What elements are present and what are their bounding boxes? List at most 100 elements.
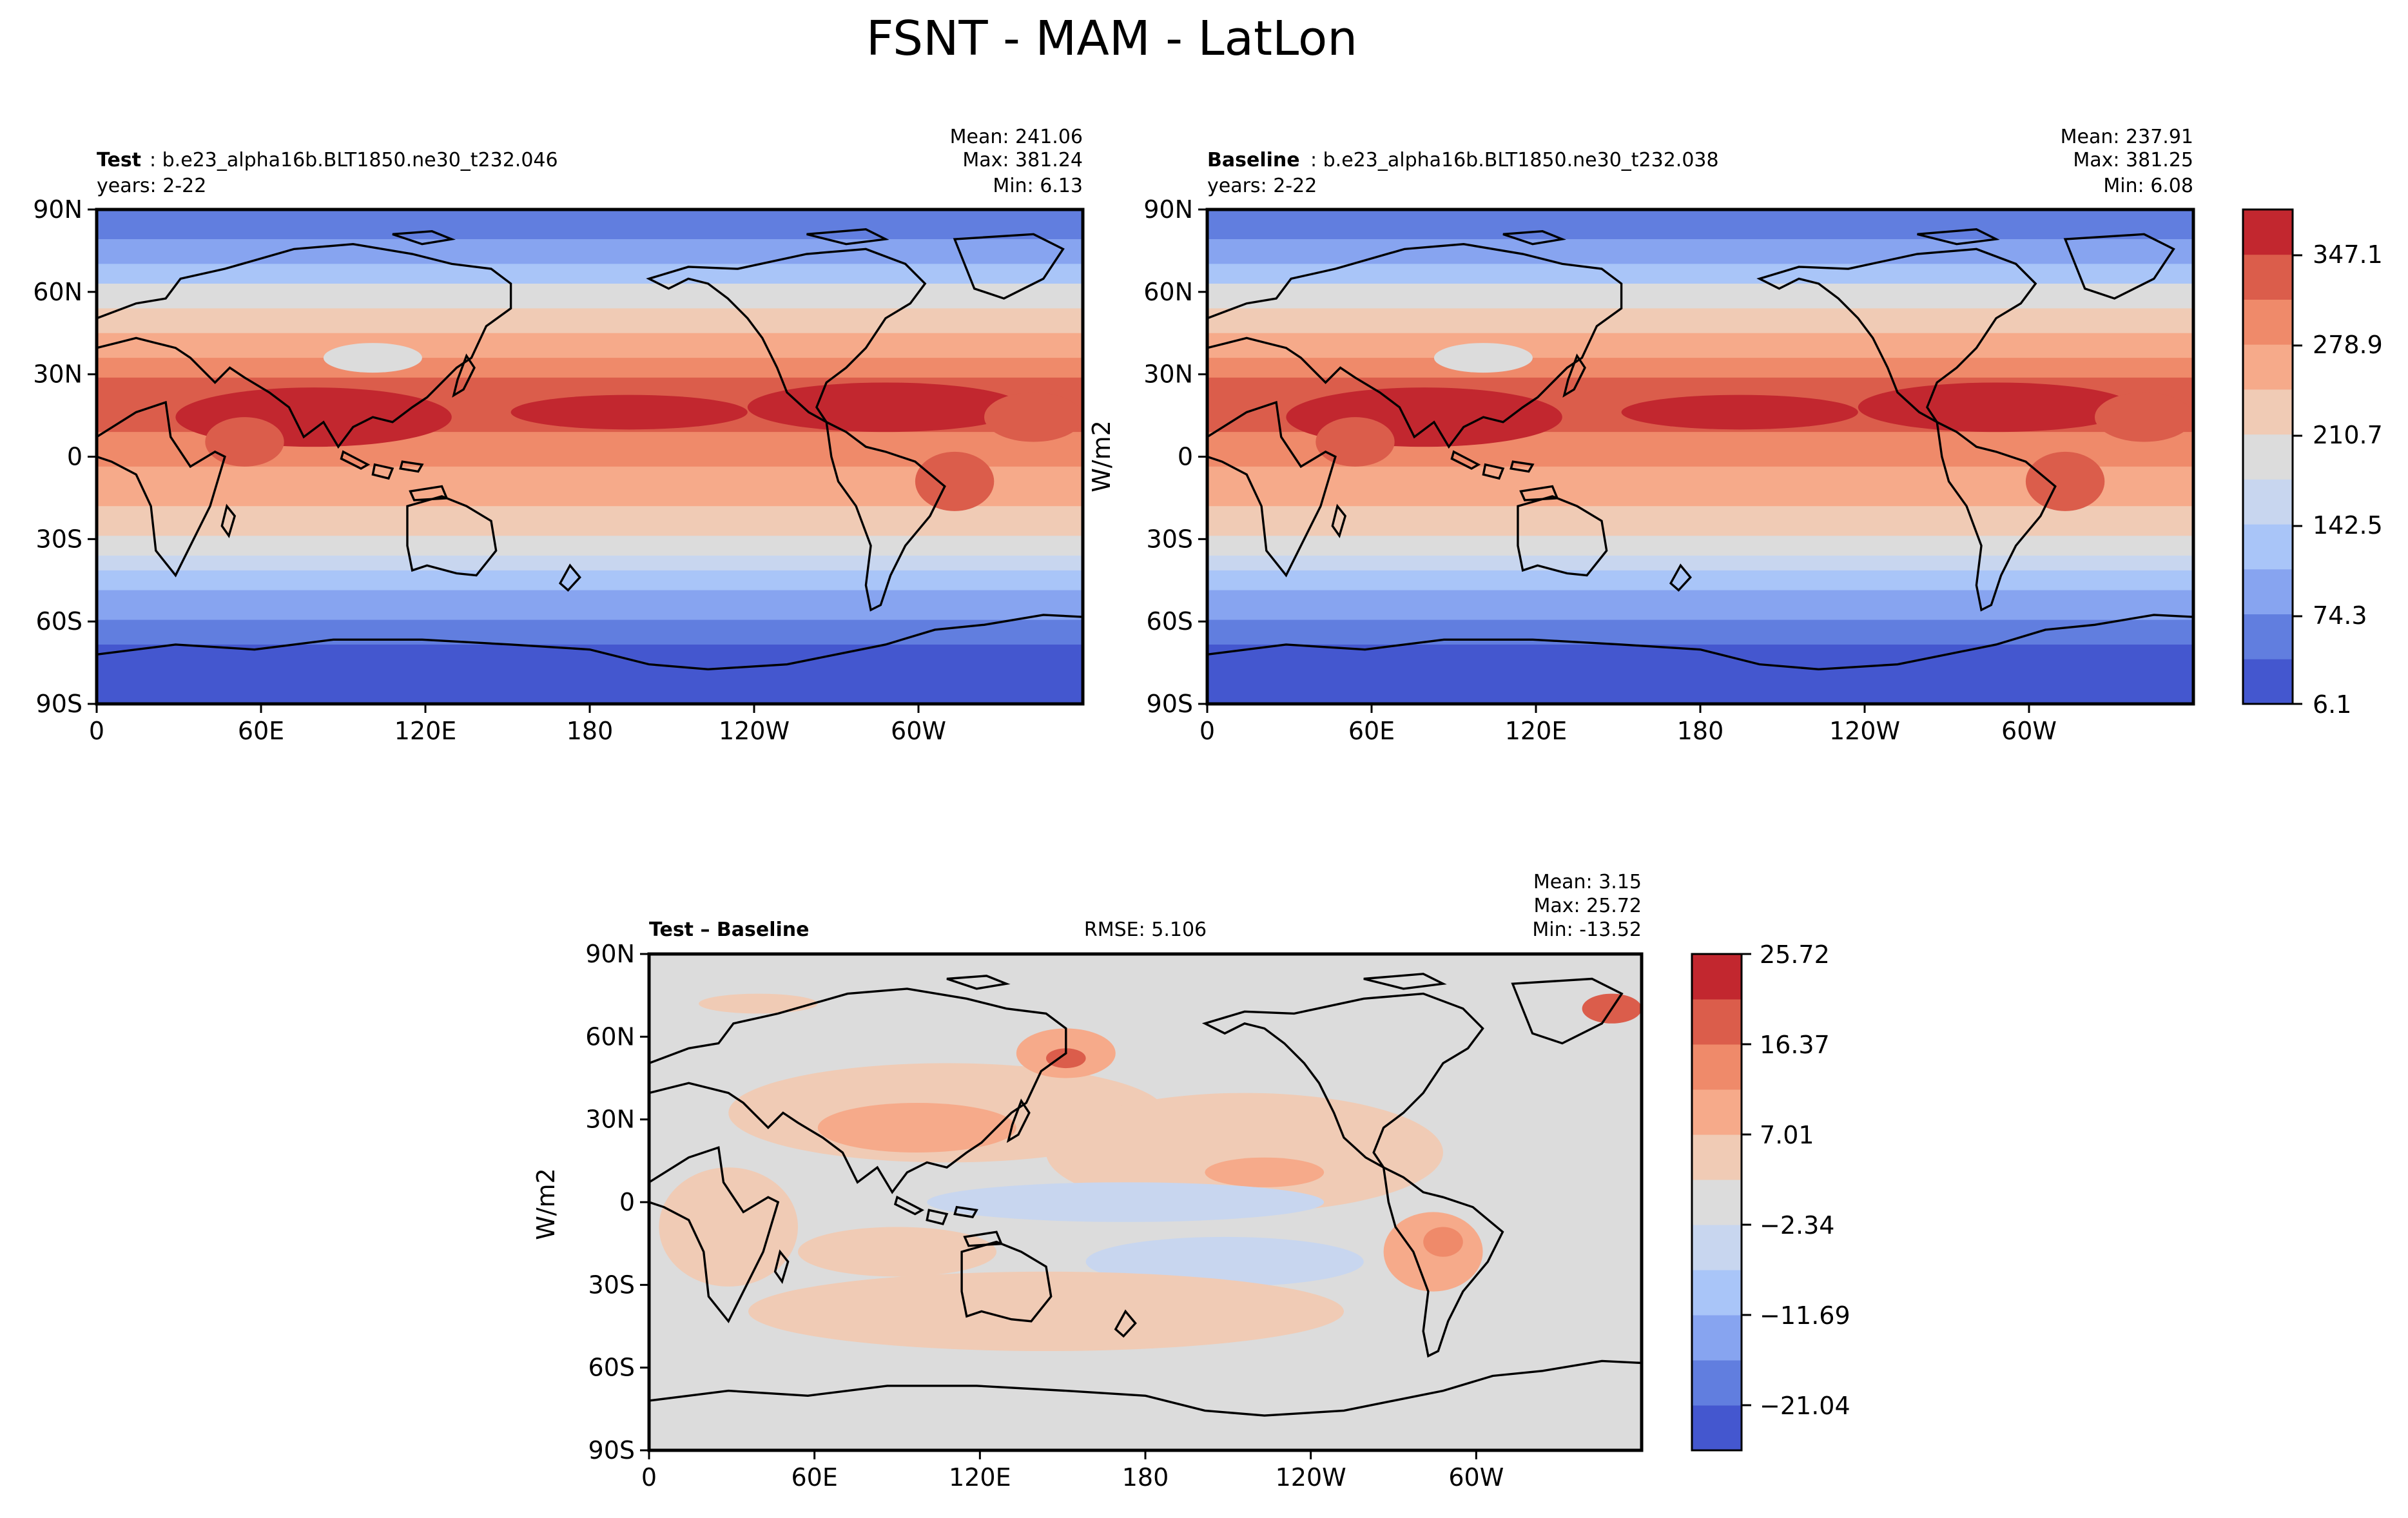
contour-blob [1205,1157,1325,1187]
lon-tick-label: 60W [1448,1463,1504,1492]
lat-tick-label: 60S [1147,607,1193,636]
lon-tick-label: 180 [1122,1463,1169,1492]
colorbar-swatch [2243,299,2293,345]
diff-colorbar-tick-1: 25.72 [1760,940,1830,969]
lat-tick-label: 0 [67,443,83,471]
lon-tick-label: 120W [1276,1463,1346,1492]
contour-band [97,619,1083,645]
lat-tick-label: 60S [36,607,83,636]
colorbar-swatch [2243,524,2293,570]
lon-tick-label: 120W [1829,717,1900,745]
contour-band [97,284,1083,309]
lon-tick-label: 0 [89,717,104,745]
diff-colorbar-tick-2: 16.37 [1760,1031,1830,1059]
diff-map [649,954,1642,1450]
lat-tick-label: 0 [1178,443,1193,471]
contour-band [1207,590,2193,621]
lon-tick-label: 60E [791,1463,837,1492]
test-max: Max: 381.24 [962,149,1083,171]
contour-band [97,209,1083,240]
diff-colorbar-tick-5: −11.69 [1760,1301,1850,1330]
colorbar-swatch [1692,1089,1742,1135]
lat-tick-label: 90N [33,195,83,224]
diff-label: Test – Baseline [649,919,810,941]
contour-blob [984,392,1083,442]
lat-tick-label: 90N [1143,195,1193,224]
diff-lat-ticks: 90N 60N 30N 0 30S 60S 90S [585,940,649,1464]
baseline-contour-bands [1207,209,2193,704]
colorbar-swatch [2243,479,2293,525]
baseline-mean: Mean: 237.91 [2061,126,2193,148]
contour-blob [817,1103,1016,1153]
contour-blob [1423,1227,1463,1257]
baseline-label: Baseline [1207,149,1300,171]
contour-band [1207,284,2193,309]
diff-colorbar-tick-4: −2.34 [1760,1211,1834,1240]
lon-tick-label: 60E [1348,717,1395,745]
colorbar-swatch [1692,999,1742,1045]
colorbar-swatch [1692,1225,1742,1270]
colorbar-swatch [2243,344,2293,390]
contour-blob [1433,343,1533,373]
test-min: Min: 6.13 [993,175,1083,197]
diff-colorbar-tick-6: −21.04 [1760,1392,1850,1420]
diff-colorbar-frame [1691,953,1743,1452]
colorbar-swatch [1692,1134,1742,1180]
contour-blob [915,451,995,511]
lon-tick-label: 120E [1505,717,1568,745]
lat-tick-label: 90S [588,1436,635,1464]
contour-blob [1085,1236,1364,1287]
contour-blob [510,394,748,430]
lat-tick-label: 30N [33,360,83,389]
contour-blob [659,1167,798,1287]
diff-colorbar-swatches [1692,954,1742,1451]
contour-band [97,644,1083,704]
test-panel: Test : b.e23_alpha16b.BLT1850.ne30_t232.… [33,126,1085,745]
baseline-lon-ticks: 0 60E 120E 180 120W 60W [1199,704,2057,745]
lon-tick-label: 60W [2001,717,2057,745]
diff-max: Max: 25.72 [1533,895,1642,917]
contour-blob [747,382,1024,433]
baseline-max: Max: 381.25 [2073,149,2193,171]
diff-colorbar: 25.72 16.37 7.01 −2.34 −11.69 −21.04 [1691,940,1850,1452]
contour-band [1207,536,2193,556]
lon-tick-label: 180 [1677,717,1724,745]
lat-tick-label: 60N [585,1022,635,1051]
contour-band [1207,358,2193,378]
lon-tick-label: 180 [567,717,614,745]
contour-band [97,239,1083,265]
top-colorbar-swatches [2243,209,2293,705]
colorbar-swatch [1692,1044,1742,1090]
test-map [97,209,1083,704]
lon-tick-label: 60E [238,717,284,745]
lat-tick-label: 30N [1143,360,1193,389]
contour-band [97,358,1083,378]
top-colorbar-frame [2242,208,2294,705]
contour-blob [927,1182,1325,1222]
top-colorbar-tick-1: 347.1 [2313,240,2383,269]
test-lat-ticks: 90N 60N 30N 0 30S 60S 90S [33,195,97,718]
baseline-panel: Baseline : b.e23_alpha16b.BLT1850.ne30_t… [1143,126,2195,745]
lat-tick-label: 90S [36,690,83,718]
lat-tick-label: 30S [1147,525,1193,553]
baseline-min: Min: 6.08 [2103,175,2193,197]
lat-tick-label: 60N [1143,278,1193,306]
lat-tick-label: 60S [588,1354,635,1382]
top-colorbar-tick-3: 210.7 [2313,421,2383,449]
lat-tick-label: 30S [588,1270,635,1299]
diff-panel: Test – Baseline RMSE: 5.106 Mean: 3.15 M… [585,871,1644,1492]
lon-tick-label: 120W [719,717,790,745]
baseline-case-name: : b.e23_alpha16b.BLT1850.ne30_t232.038 [1310,149,1719,171]
colorbar-swatch [1692,1360,1742,1406]
colorbar-swatch [2243,389,2293,435]
lon-tick-label: 0 [1199,717,1215,745]
contour-blob [1046,1048,1086,1069]
contour-blob [1858,382,2135,433]
contour-band [1207,264,2193,285]
contour-band [97,590,1083,621]
top-colorbar-tick-4: 142.5 [2313,511,2383,540]
top-colorbar-tick-6: 6.1 [2313,690,2351,719]
contour-band [97,536,1083,556]
test-lon-ticks: 0 60E 120E 180 120W 60W [89,704,946,745]
